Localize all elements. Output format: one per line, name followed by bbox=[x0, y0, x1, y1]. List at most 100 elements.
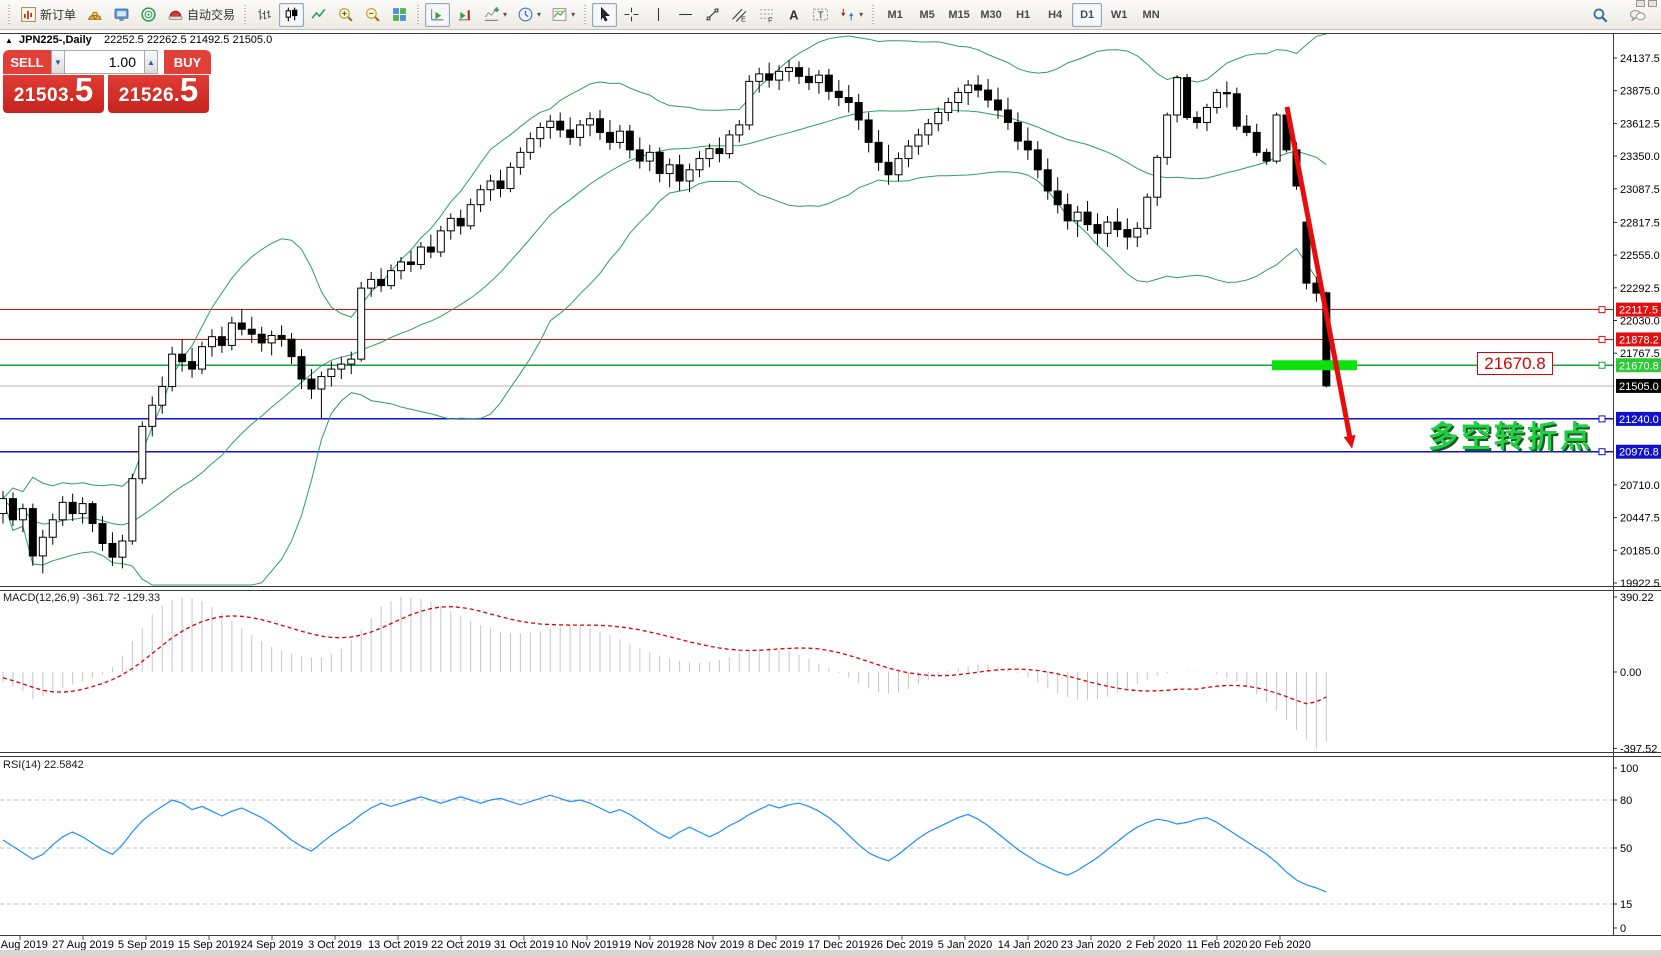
volume-decrease-button[interactable]: ▼ bbox=[51, 50, 65, 74]
candle-body bbox=[406, 261, 415, 265]
expander-icon[interactable]: ▲ bbox=[5, 36, 13, 45]
candle-body bbox=[1163, 114, 1172, 158]
cursor-icon bbox=[601, 6, 611, 22]
candle-body bbox=[28, 508, 37, 557]
autotrading-button[interactable]: 自动交易 bbox=[163, 3, 239, 27]
buy-button[interactable]: BUY bbox=[164, 50, 211, 74]
date-label: 23 Jan 2020 bbox=[1061, 939, 1122, 951]
candle-body bbox=[357, 287, 366, 360]
trend-arrow[interactable] bbox=[1284, 106, 1353, 439]
volume-input[interactable]: 1.00 bbox=[65, 50, 144, 74]
candle-body bbox=[1093, 224, 1102, 234]
toolbar-right bbox=[1587, 3, 1651, 27]
price-tick-label: 23087.5 bbox=[1620, 184, 1660, 196]
trendline-button[interactable] bbox=[700, 3, 725, 27]
text-label-button[interactable]: T bbox=[808, 3, 833, 27]
rsi-tick-label: 80 bbox=[1620, 795, 1632, 807]
tile-windows-button[interactable] bbox=[387, 3, 412, 27]
window-controls[interactable] bbox=[1636, 0, 1657, 7]
market-button[interactable] bbox=[82, 3, 107, 27]
price-badge bbox=[1616, 332, 1661, 347]
fibonacci-button[interactable]: F bbox=[754, 3, 779, 27]
chat-button[interactable] bbox=[1625, 3, 1650, 27]
volume-increase-button[interactable]: ▲ bbox=[144, 50, 158, 74]
auto-scroll-button[interactable] bbox=[425, 2, 451, 27]
timeframe-m15-button[interactable]: M15 bbox=[948, 8, 970, 21]
virtual-hosting-button[interactable] bbox=[109, 3, 134, 27]
timeframe-h4-button[interactable]: H4 bbox=[1048, 8, 1063, 21]
candle-body bbox=[486, 180, 495, 191]
candle-body bbox=[148, 404, 157, 427]
price-badge-label: 21505.0 bbox=[1619, 381, 1659, 393]
timeframe-d1-button[interactable]: D1 bbox=[1072, 2, 1103, 27]
candle-body bbox=[317, 376, 326, 390]
turning-point-annotation[interactable]: 多空转折点 bbox=[1428, 421, 1593, 454]
line-chart-button[interactable] bbox=[306, 3, 331, 27]
window-restore-button[interactable] bbox=[1648, 0, 1657, 7]
news-icon bbox=[141, 7, 156, 22]
candle-body bbox=[38, 536, 47, 557]
crosshair-button[interactable] bbox=[619, 3, 644, 27]
candle-body bbox=[795, 67, 803, 77]
date-label: 31 Oct 2019 bbox=[494, 939, 554, 951]
buy-price-button[interactable]: 21526. 5 bbox=[108, 73, 209, 113]
candle-body bbox=[178, 353, 187, 363]
timeframe-m5-button[interactable]: M5 bbox=[919, 8, 935, 21]
candle-body bbox=[695, 158, 704, 171]
text-button[interactable]: A bbox=[781, 3, 806, 27]
candle-body bbox=[1232, 93, 1241, 127]
timeframe-m30-button[interactable]: M30 bbox=[980, 8, 1002, 21]
vertical-line-button[interactable] bbox=[646, 3, 671, 27]
candle-body bbox=[516, 151, 525, 168]
price-tick-label: 24137.5 bbox=[1620, 53, 1660, 65]
timeframe-w1-button[interactable]: W1 bbox=[1110, 8, 1128, 21]
candle-body bbox=[586, 118, 595, 126]
symbol-title: JPN225-,Daily bbox=[18, 34, 92, 46]
periods-button[interactable]: ▾ bbox=[513, 3, 545, 27]
candle-body bbox=[625, 130, 634, 151]
sell-price-button[interactable]: 21503. 5 bbox=[3, 73, 104, 113]
ohlc-values: 22252.5 22262.5 21492.5 21505.0 bbox=[104, 34, 273, 46]
timeframe-mn-button[interactable]: MN bbox=[1142, 8, 1160, 21]
candle-body bbox=[347, 358, 356, 365]
equidistant-channel-button[interactable]: E bbox=[727, 3, 752, 27]
rsi-tick-label: 0 bbox=[1620, 923, 1626, 935]
signals-button[interactable] bbox=[136, 3, 161, 27]
candle-body bbox=[158, 386, 167, 406]
candle-body bbox=[844, 97, 853, 104]
arrows-button[interactable]: ▾ bbox=[835, 3, 867, 27]
new-order-button[interactable]: 新订单 bbox=[16, 3, 80, 27]
search-icon bbox=[1593, 8, 1608, 22]
indicators-button[interactable]: ▾ bbox=[479, 3, 511, 27]
sell-button[interactable]: SELL bbox=[3, 50, 51, 74]
buy-price: 21526. bbox=[118, 85, 180, 106]
price-tick-label: 20710.0 bbox=[1620, 480, 1660, 492]
price-callout-box[interactable]: 21670.8 bbox=[1477, 352, 1553, 375]
candle-body bbox=[834, 90, 843, 99]
support-highlight-bar[interactable] bbox=[1272, 360, 1357, 371]
chart-shift-button[interactable] bbox=[452, 3, 477, 27]
zoom-in-button[interactable] bbox=[333, 3, 358, 27]
candle-body bbox=[675, 164, 684, 182]
cursor-button[interactable] bbox=[592, 2, 618, 27]
candle-body bbox=[864, 119, 873, 143]
price-tick-label: 23350.0 bbox=[1620, 151, 1660, 163]
bar-chart-button[interactable] bbox=[252, 3, 277, 27]
zoom-out-button[interactable] bbox=[360, 3, 385, 27]
price-badge-label: 22117.5 bbox=[1619, 305, 1658, 317]
price-badge bbox=[1616, 358, 1661, 373]
templates-button[interactable]: ▾ bbox=[547, 3, 579, 27]
timeframe-h1-button[interactable]: H1 bbox=[1016, 8, 1031, 21]
chat-icon bbox=[1629, 9, 1646, 22]
candle-body bbox=[1043, 169, 1052, 192]
candle-body bbox=[576, 124, 585, 138]
horizontal-line-button[interactable] bbox=[673, 3, 698, 27]
candles-icon bbox=[285, 7, 298, 22]
timeframe-m1-button[interactable]: M1 bbox=[887, 8, 903, 21]
window-minimize-button[interactable] bbox=[1636, 0, 1645, 7]
date-label: 26 Dec 2019 bbox=[871, 939, 933, 951]
search-button[interactable] bbox=[1588, 3, 1613, 27]
candlestick-chart-button[interactable] bbox=[279, 2, 305, 27]
bollinger-band bbox=[2, 33, 1327, 499]
